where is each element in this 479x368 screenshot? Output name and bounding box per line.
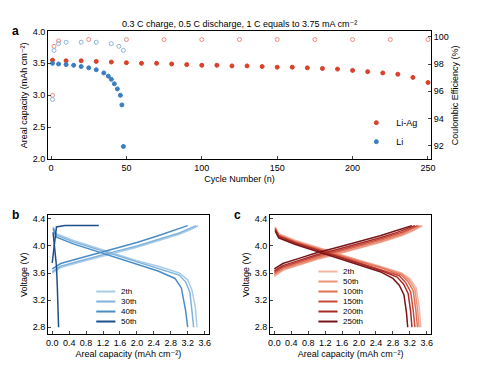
svg-text:3.5: 3.5 — [33, 58, 46, 68]
svg-text:Cycle Number (n): Cycle Number (n) — [204, 174, 275, 184]
svg-text:50th: 50th — [121, 317, 137, 326]
svg-text:30th: 30th — [121, 297, 137, 306]
svg-text:Areal capacity (mAh cm⁻²): Areal capacity (mAh cm⁻²) — [76, 349, 182, 359]
svg-text:2.8: 2.8 — [33, 322, 46, 332]
svg-text:Areal capacity (mAh cm⁻²): Areal capacity (mAh cm⁻²) — [298, 349, 404, 359]
svg-text:0.4: 0.4 — [63, 338, 76, 348]
svg-text:1.6: 1.6 — [114, 338, 127, 348]
svg-text:3.2: 3.2 — [181, 338, 194, 348]
svg-text:4.4: 4.4 — [33, 214, 46, 224]
svg-text:3.6: 3.6 — [33, 268, 46, 278]
svg-text:Voltage (V): Voltage (V) — [241, 252, 251, 297]
svg-text:0.8: 0.8 — [80, 338, 93, 348]
svg-text:100: 100 — [434, 32, 449, 42]
svg-text:2th: 2th — [121, 287, 132, 296]
svg-text:150: 150 — [270, 163, 285, 173]
svg-text:2th: 2th — [343, 267, 354, 276]
svg-text:0.0: 0.0 — [46, 338, 59, 348]
svg-text:3.6: 3.6 — [255, 268, 268, 278]
svg-text:0: 0 — [49, 163, 54, 173]
svg-text:2.0: 2.0 — [131, 338, 144, 348]
svg-text:2.8: 2.8 — [165, 338, 178, 348]
svg-text:2.0: 2.0 — [353, 338, 366, 348]
svg-text:3.6: 3.6 — [421, 338, 434, 348]
svg-text:2.0: 2.0 — [33, 154, 46, 164]
svg-text:250th: 250th — [343, 317, 363, 326]
svg-text:b: b — [12, 208, 19, 222]
svg-text:Li-Ag: Li-Ag — [396, 118, 417, 128]
svg-text:100: 100 — [194, 163, 209, 173]
svg-text:4.0: 4.0 — [255, 241, 268, 251]
svg-text:2.8: 2.8 — [255, 322, 268, 332]
svg-text:Voltage (V): Voltage (V) — [19, 252, 29, 297]
svg-text:4.4: 4.4 — [255, 214, 268, 224]
svg-text:0.8: 0.8 — [302, 338, 315, 348]
svg-text:4.0: 4.0 — [33, 241, 46, 251]
svg-text:a: a — [12, 24, 19, 38]
svg-text:3.6: 3.6 — [198, 338, 211, 348]
svg-text:4.0: 4.0 — [33, 27, 46, 37]
svg-text:2.4: 2.4 — [148, 338, 161, 348]
svg-text:Coulombic Efficiency (%): Coulombic Efficiency (%) — [450, 45, 460, 145]
svg-text:0.4: 0.4 — [285, 338, 298, 348]
svg-text:2.5: 2.5 — [33, 122, 46, 132]
svg-text:0.0: 0.0 — [268, 338, 281, 348]
svg-text:150th: 150th — [343, 297, 363, 306]
svg-text:98: 98 — [434, 59, 444, 69]
svg-text:2.8: 2.8 — [387, 338, 400, 348]
svg-text:1.6: 1.6 — [336, 338, 349, 348]
svg-text:3.2: 3.2 — [33, 295, 46, 305]
svg-text:200th: 200th — [343, 307, 363, 316]
svg-text:250: 250 — [420, 163, 435, 173]
svg-text:96: 96 — [434, 86, 444, 96]
svg-text:Areal capacity (mAh cm⁻²): Areal capacity (mAh cm⁻²) — [19, 42, 29, 148]
svg-text:3.2: 3.2 — [255, 295, 268, 305]
svg-text:3.0: 3.0 — [33, 90, 46, 100]
svg-text:94: 94 — [434, 114, 444, 124]
svg-text:200: 200 — [345, 163, 360, 173]
svg-text:50: 50 — [121, 163, 131, 173]
svg-text:0.3 C charge, 0.5 C discharge,: 0.3 C charge, 0.5 C discharge, 1 C equal… — [122, 19, 357, 29]
svg-text:50th: 50th — [343, 277, 359, 286]
svg-text:Li: Li — [396, 137, 403, 147]
svg-text:92: 92 — [434, 141, 444, 151]
svg-text:3.2: 3.2 — [404, 338, 417, 348]
svg-text:1.2: 1.2 — [97, 338, 110, 348]
svg-text:100th: 100th — [343, 287, 363, 296]
svg-text:c: c — [234, 208, 241, 222]
svg-text:2.4: 2.4 — [370, 338, 383, 348]
svg-text:1.2: 1.2 — [319, 338, 332, 348]
svg-text:40th: 40th — [121, 307, 137, 316]
